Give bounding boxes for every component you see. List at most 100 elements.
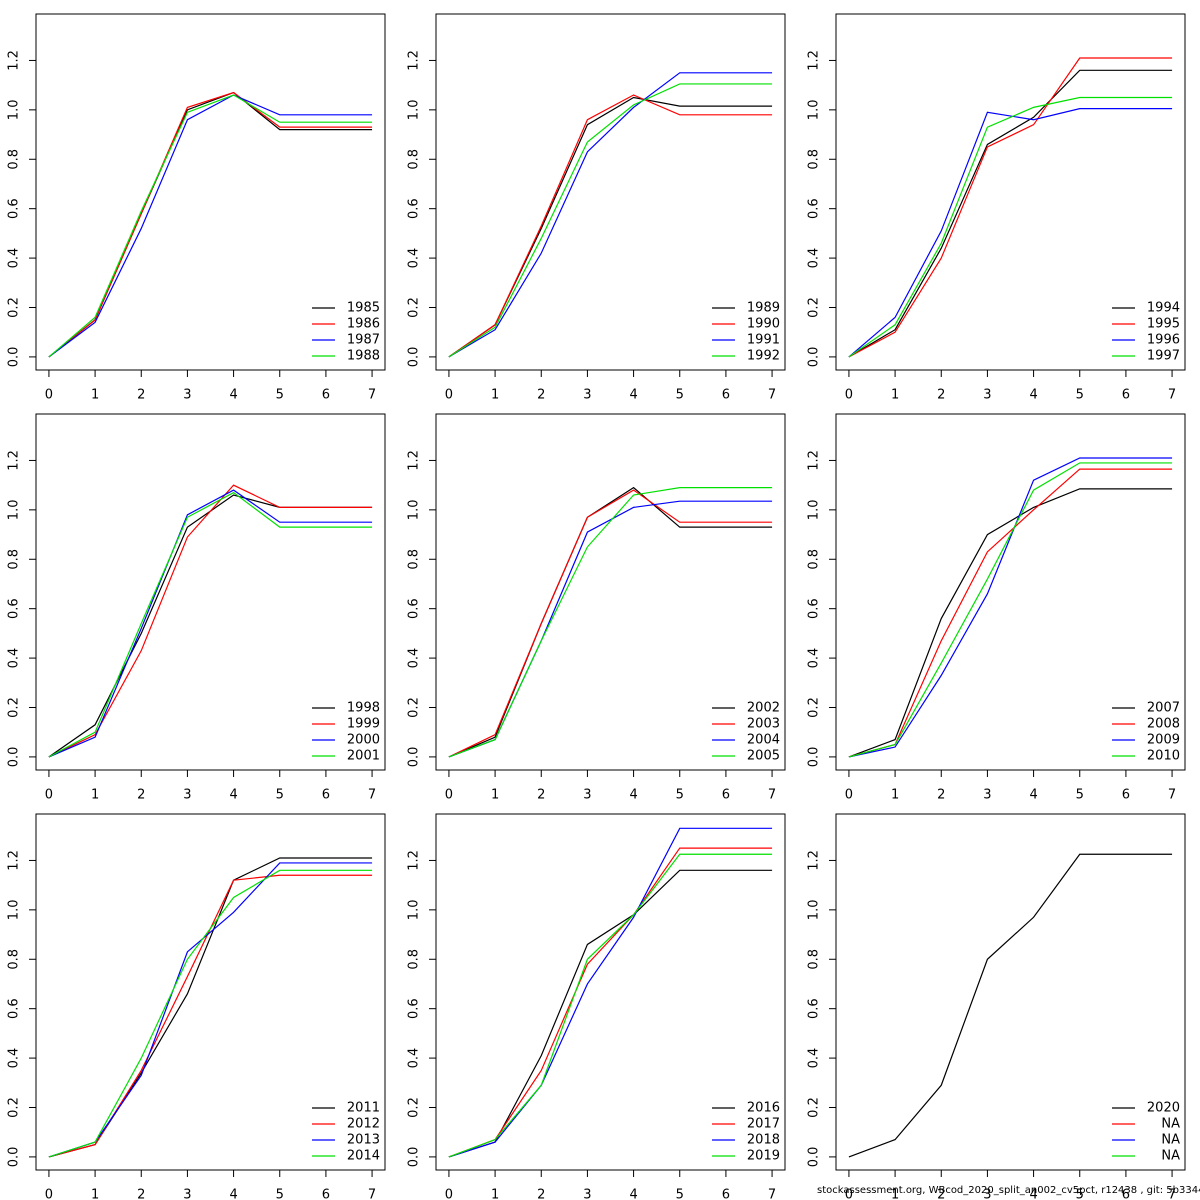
x-tick-label: 1 (491, 1188, 499, 1200)
y-tick-label: 1.0 (807, 100, 822, 121)
y-tick-label: 0.4 (807, 648, 822, 669)
legend-label: 1999 (347, 717, 380, 732)
legend-label: 2005 (747, 749, 780, 764)
x-tick-label: 6 (1122, 388, 1130, 403)
legend-label: 2018 (747, 1133, 780, 1148)
x-tick-label: 7 (768, 388, 776, 403)
legend-label: 1986 (347, 317, 380, 332)
x-tick-label: 6 (322, 788, 330, 803)
x-tick-label: 2 (937, 788, 945, 803)
y-tick-label: 0.4 (807, 248, 822, 269)
y-tick-label: 0.6 (807, 598, 822, 619)
y-tick-label: 0.4 (7, 1048, 22, 1069)
x-tick-label: 7 (1168, 788, 1176, 803)
plot-frame (435, 813, 786, 1171)
y-tick-label: 0.0 (407, 747, 422, 768)
y-tick-label: 1.2 (407, 450, 422, 471)
y-tick-label: 1.2 (807, 450, 822, 471)
series-line (848, 57, 1173, 358)
series-line (448, 869, 773, 1158)
series-line (48, 874, 373, 1158)
legend-label: 2004 (747, 733, 780, 748)
y-tick-label: 1.0 (407, 500, 422, 521)
x-tick-label: 3 (583, 1188, 591, 1200)
series-line (48, 862, 373, 1158)
legend-label: 2013 (347, 1133, 380, 1148)
legend-label: 1995 (1147, 317, 1180, 332)
panel: 0 1 2 3 4 5 6 7 0.0 0.2 0.4 0.6 0.8 1.0 1.2 20072008200… (807, 413, 1186, 803)
plot-frame (35, 13, 386, 371)
legend-label: 2009 (1147, 733, 1180, 748)
panel: 0 1 2 3 4 5 6 70.00.20.40.60.81.01.219941995199… (807, 13, 1186, 403)
legend-label: 2019 (747, 1149, 780, 1164)
series-line (848, 108, 1173, 358)
y-tick-label: 0.2 (7, 1097, 22, 1118)
y-tick-label: 0.4 (407, 248, 422, 269)
legend-label: 1985 (347, 301, 380, 316)
plot-frame (35, 813, 386, 1171)
legend-label: NA (1161, 1149, 1180, 1164)
x-tick-label: 6 (722, 788, 730, 803)
y-tick-label: 1.2 (407, 50, 422, 71)
legend-label: 1996 (1147, 333, 1180, 348)
legend-label: 2007 (1147, 701, 1180, 716)
x-tick-label: 0 (445, 1188, 453, 1200)
y-tick-label: 0.4 (407, 648, 422, 669)
legend-label: 1988 (347, 349, 380, 364)
series-line (48, 491, 373, 758)
plot-frame (835, 413, 1186, 771)
y-tick-label: 0.8 (407, 149, 422, 170)
x-tick-label: 3 (183, 388, 191, 403)
y-tick-label: 1.0 (407, 100, 422, 121)
series-line (848, 468, 1173, 758)
y-tick-label: 0.2 (7, 697, 22, 718)
x-tick-label: 3 (983, 388, 991, 403)
series-line (48, 494, 373, 758)
legend-label: 1997 (1147, 349, 1180, 364)
y-tick-label: 0.6 (407, 998, 422, 1019)
legend-label: 2012 (347, 1117, 380, 1132)
y-tick-label: 1.2 (407, 850, 422, 871)
x-tick-label: 5 (1076, 388, 1084, 403)
y-tick-label: 0.0 (407, 1147, 422, 1168)
x-tick-label: 5 (276, 788, 284, 803)
x-tick-label: 7 (368, 388, 376, 403)
y-tick-label: 0.2 (807, 1097, 822, 1118)
x-tick-label: 7 (1168, 388, 1176, 403)
y-tick-label: 0.0 (7, 1147, 22, 1168)
legend-label: 2008 (1147, 717, 1180, 732)
series-line (448, 486, 773, 758)
x-tick-label: 3 (983, 1188, 991, 1200)
x-tick-label: 1 (891, 1188, 899, 1200)
x-tick-label: 5 (676, 1188, 684, 1200)
x-tick-label: 5 (1076, 788, 1084, 803)
x-tick-label: 0 (45, 1188, 53, 1200)
legend-label: 2002 (747, 701, 780, 716)
y-tick-label: 0.0 (7, 347, 22, 368)
y-tick-label: 1.0 (7, 100, 22, 121)
panel: 0 1 2 3 4 5 6 70.00.20.40.60.81.01.219851986198… (7, 13, 386, 403)
y-tick-label: 0.8 (807, 949, 822, 970)
series-line (48, 94, 373, 358)
x-tick-label: 1 (91, 1188, 99, 1200)
y-tick-label: 0.6 (807, 198, 822, 219)
legend-label: 1991 (747, 333, 780, 348)
series-line (448, 487, 773, 758)
x-tick-label: 6 (722, 1188, 730, 1200)
x-tick-label: 0 (45, 788, 53, 803)
series-line (48, 489, 373, 758)
x-tick-label: 4 (629, 788, 637, 803)
series-line (448, 500, 773, 758)
y-tick-label: 0.6 (7, 198, 22, 219)
x-tick-label: 3 (583, 388, 591, 403)
x-tick-label: 4 (229, 388, 237, 403)
x-tick-label: 5 (676, 788, 684, 803)
x-tick-label: 0 (445, 788, 453, 803)
x-tick-label: 6 (722, 388, 730, 403)
series-line (48, 869, 373, 1158)
plot-frame (835, 813, 1186, 1171)
series-line (48, 857, 373, 1158)
y-tick-label: 0.2 (407, 297, 422, 318)
x-tick-label: 6 (322, 388, 330, 403)
